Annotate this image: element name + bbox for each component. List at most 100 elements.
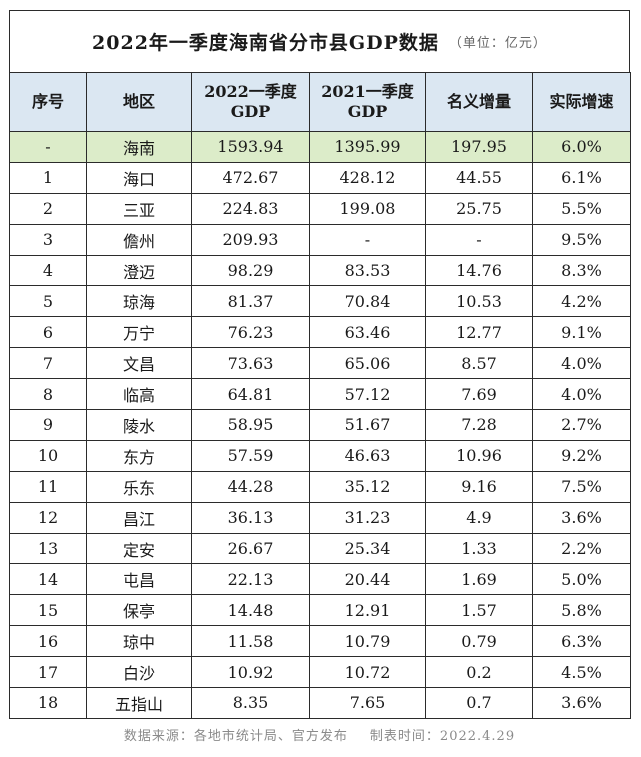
- cell-nominal-increase: 8.57: [425, 347, 533, 380]
- cell-real-growth: 9.2%: [532, 439, 631, 472]
- cell-nominal-increase: 10.53: [425, 285, 533, 318]
- cell-gdp-2022: 58.95: [191, 409, 310, 441]
- table-row: 7 文昌 73.63 65.06 8.57 4.0%: [9, 347, 631, 380]
- cell-index: 9: [9, 409, 87, 441]
- unit-note: （单位：亿元）: [448, 36, 547, 51]
- cell-index: 14: [9, 563, 87, 596]
- cell-index: 6: [9, 316, 87, 349]
- table-row: 14 屯昌 22.13 20.44 1.69 5.0%: [9, 563, 631, 596]
- cell-region: 保亭: [86, 594, 192, 627]
- cell-region: 白沙: [86, 656, 192, 689]
- table-row: 4 澄迈 98.29 83.53 14.76 8.3%: [9, 254, 631, 287]
- table-row: 11 乐东 44.28 35.12 9.16 7.5%: [9, 470, 631, 503]
- header-real-growth: 实际增速: [532, 72, 631, 132]
- table-row: 17 白沙 10.92 10.72 0.2 4.5%: [9, 656, 631, 689]
- cell-gdp-2021: 1395.99: [309, 131, 426, 163]
- cell-index: 8: [9, 378, 87, 411]
- cell-region: 临高: [86, 378, 192, 411]
- header-gdp-2022-line2: GDP: [230, 102, 271, 121]
- header-index: 序号: [9, 72, 87, 132]
- cell-gdp-2021: 10.72: [309, 656, 426, 689]
- cell-region: 琼中: [86, 625, 192, 658]
- cell-gdp-2021: -: [309, 223, 426, 256]
- cell-gdp-2022: 10.92: [191, 656, 310, 689]
- cell-nominal-increase: 14.76: [425, 254, 533, 287]
- cell-index: 13: [9, 532, 87, 565]
- cell-gdp-2022: 22.13: [191, 563, 310, 596]
- cell-real-growth: 6.0%: [532, 131, 631, 163]
- cell-index: 5: [9, 285, 87, 318]
- cell-real-growth: 4.2%: [532, 285, 631, 318]
- cell-region: 海南: [86, 131, 192, 163]
- cell-nominal-increase: 7.69: [425, 378, 533, 411]
- cell-gdp-2021: 12.91: [309, 594, 426, 627]
- cell-nominal-increase: 9.16: [425, 470, 533, 503]
- cell-real-growth: 2.7%: [532, 409, 631, 441]
- cell-gdp-2021: 31.23: [309, 501, 426, 534]
- cell-region: 海口: [86, 161, 192, 194]
- cell-gdp-2021: 35.12: [309, 470, 426, 503]
- cell-gdp-2021: 57.12: [309, 378, 426, 411]
- cell-region: 东方: [86, 439, 192, 472]
- cell-region: 琼海: [86, 285, 192, 318]
- cell-real-growth: 5.0%: [532, 563, 631, 596]
- cell-gdp-2021: 46.63: [309, 439, 426, 472]
- cell-gdp-2022: 57.59: [191, 439, 310, 472]
- table-row: 15 保亭 14.48 12.91 1.57 5.8%: [9, 594, 631, 627]
- cell-real-growth: 4.0%: [532, 347, 631, 380]
- cell-nominal-increase: 1.69: [425, 563, 533, 596]
- cell-gdp-2022: 26.67: [191, 532, 310, 565]
- table-row: 6 万宁 76.23 63.46 12.77 9.1%: [9, 316, 631, 349]
- cell-index: 1: [9, 161, 87, 194]
- cell-gdp-2022: 11.58: [191, 625, 310, 658]
- cell-real-growth: 5.8%: [532, 594, 631, 627]
- cell-region: 五指山: [86, 687, 192, 719]
- cell-index: 12: [9, 501, 87, 534]
- cell-region: 澄迈: [86, 254, 192, 287]
- cell-region: 万宁: [86, 316, 192, 349]
- cell-nominal-increase: 44.55: [425, 161, 533, 194]
- cell-gdp-2022: 81.37: [191, 285, 310, 318]
- table-row: 5 琼海 81.37 70.84 10.53 4.2%: [9, 285, 631, 318]
- cell-real-growth: 4.0%: [532, 378, 631, 411]
- header-gdp-2021: 2021一季度 GDP: [309, 72, 426, 132]
- cell-index: 15: [9, 594, 87, 627]
- table-row: 16 琼中 11.58 10.79 0.79 6.3%: [9, 625, 631, 658]
- cell-gdp-2022: 98.29: [191, 254, 310, 287]
- cell-nominal-increase: 7.28: [425, 409, 533, 441]
- cell-nominal-increase: 1.33: [425, 532, 533, 565]
- cell-nominal-increase: 1.57: [425, 594, 533, 627]
- cell-gdp-2022: 76.23: [191, 316, 310, 349]
- table-row: 13 定安 26.67 25.34 1.33 2.2%: [9, 532, 631, 565]
- cell-gdp-2021: 51.67: [309, 409, 426, 441]
- cell-real-growth: 6.1%: [532, 161, 631, 194]
- cell-index: 17: [9, 656, 87, 689]
- cell-nominal-increase: 0.2: [425, 656, 533, 689]
- cell-region: 定安: [86, 532, 192, 565]
- table-body: - 海南 1593.94 1395.99 197.95 6.0% 1 海口 472.67 428.…: [9, 131, 631, 719]
- table-footer: 数据来源：各地市统计局、官方发布 制表时间：2022.4.29: [9, 719, 630, 751]
- cell-index: 18: [9, 687, 87, 719]
- cell-gdp-2021: 7.65: [309, 687, 426, 719]
- cell-nominal-increase: 10.96: [425, 439, 533, 472]
- cell-nominal-increase: 0.79: [425, 625, 533, 658]
- cell-gdp-2022: 224.83: [191, 192, 310, 225]
- header-row: 序号 地区 2022一季度 GDP 2021一季度 GDP 名义增量 实际增速: [9, 72, 631, 132]
- cell-nominal-increase: 4.9: [425, 501, 533, 534]
- cell-nominal-increase: 197.95: [425, 131, 533, 163]
- cell-region: 陵水: [86, 409, 192, 441]
- cell-real-growth: 3.6%: [532, 687, 631, 719]
- cell-nominal-increase: 0.7: [425, 687, 533, 719]
- cell-region: 乐东: [86, 470, 192, 503]
- cell-gdp-2022: 44.28: [191, 470, 310, 503]
- cell-index: -: [9, 131, 87, 163]
- cell-gdp-2022: 209.93: [191, 223, 310, 256]
- table-row: 3 儋州 209.93- -9.5%: [9, 223, 631, 256]
- table-row: 10 东方 57.59 46.63 10.96 9.2%: [9, 439, 631, 472]
- cell-gdp-2021: 199.08: [309, 192, 426, 225]
- header-region: 地区: [86, 72, 192, 132]
- cell-gdp-2022: 472.67: [191, 161, 310, 194]
- cell-gdp-2021: 25.34: [309, 532, 426, 565]
- cell-index: 2: [9, 192, 87, 225]
- cell-gdp-2021: 65.06: [309, 347, 426, 380]
